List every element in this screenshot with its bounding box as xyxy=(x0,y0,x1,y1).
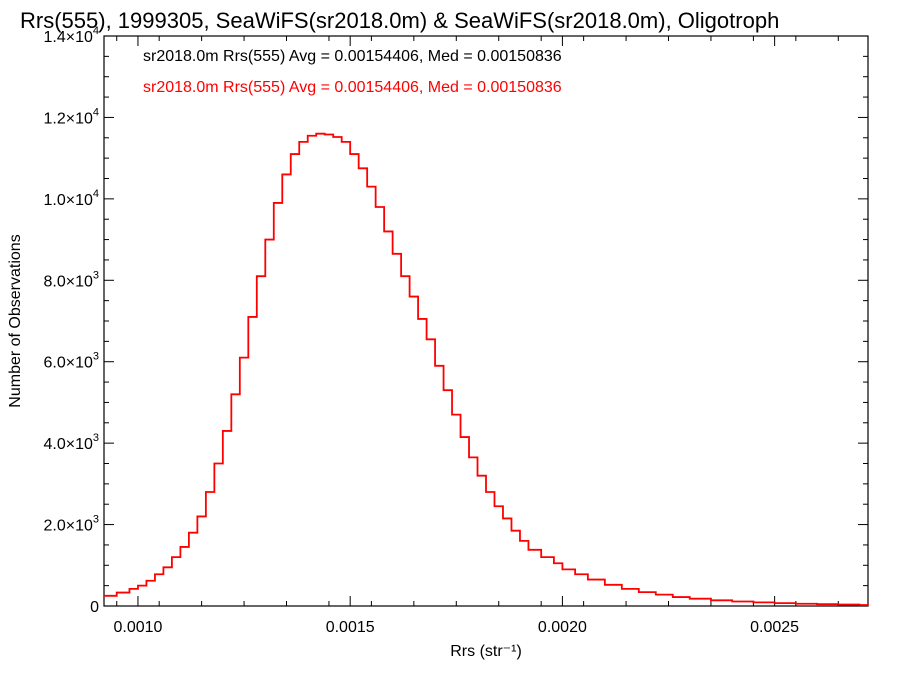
y-tick-exponent: 3 xyxy=(93,514,99,526)
y-tick-exponent: 3 xyxy=(93,432,99,444)
y-axis-label: Number of Observations xyxy=(7,234,24,407)
y-tick-label: 8.0×103 xyxy=(43,269,99,290)
x-tick-label: 0.0010 xyxy=(113,619,162,636)
y-tick-label: 1.2×104 xyxy=(43,106,99,127)
y-axis-ticks: 02.0×1034.0×1036.0×1038.0×1031.0×1041.2×… xyxy=(43,25,868,616)
x-tick-label: 0.0015 xyxy=(326,619,375,636)
y-tick-mantissa: 1.4×10 xyxy=(43,29,92,46)
annotation-red: sr2018.0m Rrs(555) Avg = 0.00154406, Med… xyxy=(143,79,562,96)
x-tick-label: 0.0020 xyxy=(538,619,587,636)
histogram-series xyxy=(104,132,869,606)
y-tick-mantissa: 4.0×10 xyxy=(43,436,92,453)
annotation-black: sr2018.0m Rrs(555) Avg = 0.00154406, Med… xyxy=(143,48,562,65)
x-axis-ticks: 0.0010 0.0015 0.0020 0.0025 xyxy=(113,36,839,636)
y-tick-label: 4.0×103 xyxy=(43,432,99,453)
plot-frame xyxy=(103,35,869,607)
y-tick-mantissa: 6.0×10 xyxy=(43,355,92,372)
y-tick-mantissa: 2.0×10 xyxy=(43,518,92,535)
y-tick-label: 0 xyxy=(90,599,99,616)
x-axis-label: Rrs (str⁻¹) xyxy=(450,643,522,660)
y-tick-exponent: 4 xyxy=(93,25,99,37)
y-tick-exponent: 3 xyxy=(93,351,99,363)
y-tick-exponent: 4 xyxy=(93,106,99,118)
series-line-0 xyxy=(104,132,869,606)
chart-title: Rrs(555), 1999305, SeaWiFS(sr2018.0m) & … xyxy=(20,8,779,33)
y-tick-label: 6.0×103 xyxy=(43,351,99,372)
y-tick-mantissa: 1.2×10 xyxy=(43,110,92,127)
y-tick-mantissa: 0 xyxy=(90,599,99,616)
y-tick-mantissa: 1.0×10 xyxy=(43,192,92,209)
y-tick-mantissa: 8.0×10 xyxy=(43,273,92,290)
y-tick-exponent: 3 xyxy=(93,269,99,281)
y-tick-label: 2.0×103 xyxy=(43,514,99,535)
x-tick-label: 0.0025 xyxy=(750,619,799,636)
y-tick-exponent: 4 xyxy=(93,188,99,200)
y-tick-label: 1.0×104 xyxy=(43,188,99,209)
y-tick-label: 1.4×104 xyxy=(43,25,99,46)
